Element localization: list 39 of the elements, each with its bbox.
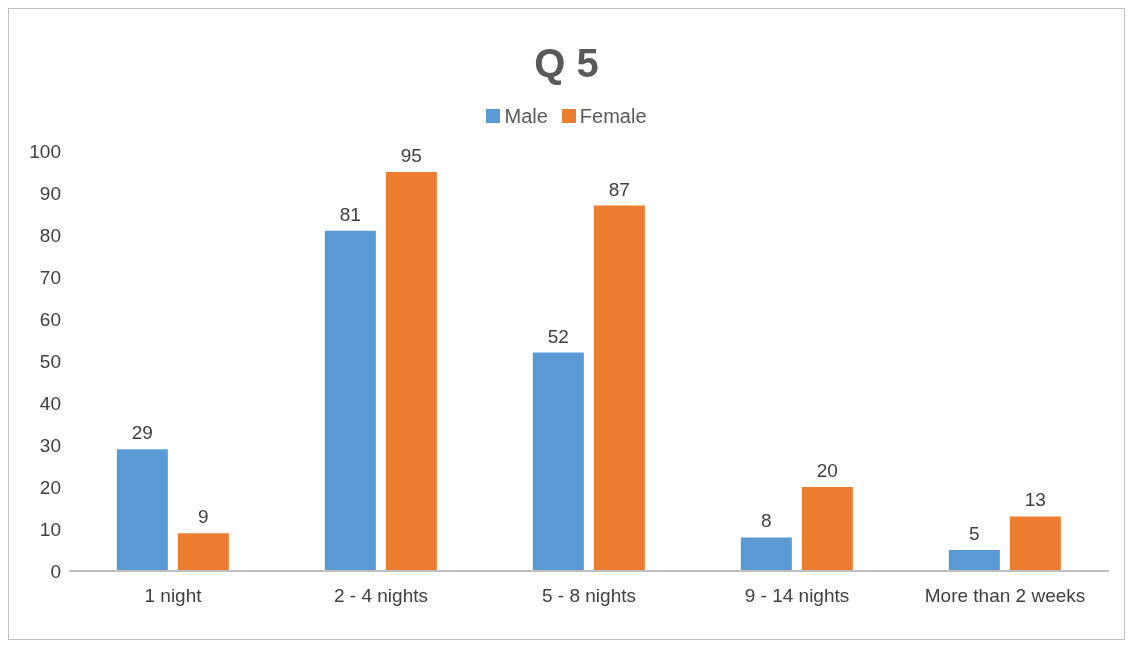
data-label: 52: [547, 325, 569, 347]
chart-title: Q 5: [533, 40, 600, 87]
x-tick-label: 9 - 14 nights: [744, 585, 850, 607]
x-tick-label: 2 - 4 nights: [334, 585, 428, 607]
bar: [116, 449, 168, 571]
legend-label: Male: [503, 104, 548, 128]
x-tick-label: 5 - 8 nights: [542, 585, 636, 607]
y-tick-label: 90: [39, 182, 61, 204]
y-tick-label: 0: [50, 560, 61, 582]
y-tick-label: 60: [39, 308, 61, 330]
data-label: 13: [1024, 489, 1046, 511]
bar: [385, 172, 437, 571]
data-label: 95: [400, 145, 422, 166]
data-label: 8: [761, 510, 772, 532]
x-tick-label: 1 night: [144, 585, 203, 607]
data-label: 9: [198, 506, 209, 528]
data-label: 20: [816, 460, 838, 481]
y-tick-label: 100: [29, 140, 61, 162]
bar: [801, 487, 853, 571]
data-label: 87: [608, 178, 630, 200]
bar: [532, 352, 584, 571]
x-tick-label: More than 2 weeks: [924, 585, 1086, 607]
y-tick-label: 80: [39, 224, 61, 246]
y-tick-label: 40: [39, 392, 61, 414]
y-tick-label: 30: [39, 434, 61, 456]
y-tick-label: 20: [39, 476, 61, 498]
bar: [1009, 516, 1061, 571]
y-tick-label: 50: [39, 350, 61, 372]
bar: [593, 205, 645, 571]
bar: [177, 533, 229, 571]
bar: [740, 537, 792, 571]
bar: [324, 230, 376, 571]
y-tick-label: 10: [39, 518, 61, 540]
bar: [948, 550, 1000, 571]
y-tick-label: 70: [39, 266, 61, 288]
data-label: 5: [969, 523, 980, 544]
legend-label: Female: [578, 104, 647, 128]
data-label: 81: [339, 203, 361, 225]
data-label: 29: [131, 422, 153, 444]
